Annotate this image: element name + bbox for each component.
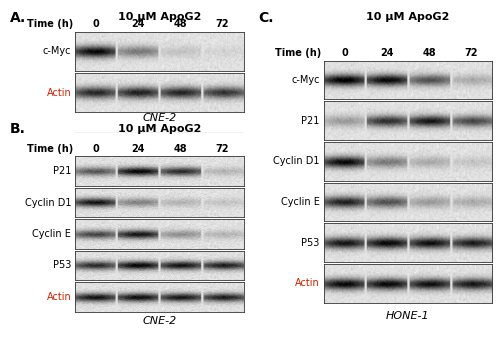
Text: 0: 0	[341, 48, 348, 58]
Text: Cyclin D1: Cyclin D1	[25, 198, 72, 207]
Text: Time (h): Time (h)	[27, 144, 73, 154]
Text: Actin: Actin	[47, 87, 72, 97]
Text: 48: 48	[173, 19, 187, 29]
Text: C.: C.	[258, 11, 274, 25]
Text: 0: 0	[93, 19, 100, 29]
Text: 24: 24	[132, 19, 145, 29]
Text: HONE-1: HONE-1	[386, 312, 430, 321]
Text: P53: P53	[53, 261, 72, 270]
Text: 24: 24	[132, 144, 145, 154]
Text: P21: P21	[302, 115, 320, 126]
Text: 72: 72	[216, 144, 229, 154]
Text: 10 μM ApoG2: 10 μM ApoG2	[118, 12, 201, 22]
Text: Time (h): Time (h)	[27, 19, 73, 29]
Text: P53: P53	[302, 238, 320, 248]
Text: Cyclin E: Cyclin E	[281, 197, 320, 207]
Text: c-Myc: c-Myc	[43, 46, 72, 56]
Text: c-Myc: c-Myc	[291, 75, 320, 85]
Text: 24: 24	[380, 48, 394, 58]
Text: 48: 48	[173, 144, 187, 154]
Text: CNE-2: CNE-2	[142, 113, 176, 123]
Text: 10 μM ApoG2: 10 μM ApoG2	[366, 12, 450, 22]
Text: Actin: Actin	[295, 278, 320, 289]
Text: Cyclin E: Cyclin E	[32, 229, 72, 239]
Text: 48: 48	[422, 48, 436, 58]
Text: Time (h): Time (h)	[275, 48, 322, 58]
Text: Cyclin D1: Cyclin D1	[273, 156, 320, 166]
Text: B.: B.	[10, 122, 26, 136]
Text: 10 μM ApoG2: 10 μM ApoG2	[118, 124, 201, 134]
Text: CNE-2: CNE-2	[142, 316, 176, 326]
Text: Actin: Actin	[47, 292, 72, 302]
Text: 72: 72	[464, 48, 478, 58]
Text: 72: 72	[216, 19, 229, 29]
Text: A.: A.	[10, 11, 26, 25]
Text: P21: P21	[53, 166, 72, 176]
Text: 0: 0	[93, 144, 100, 154]
